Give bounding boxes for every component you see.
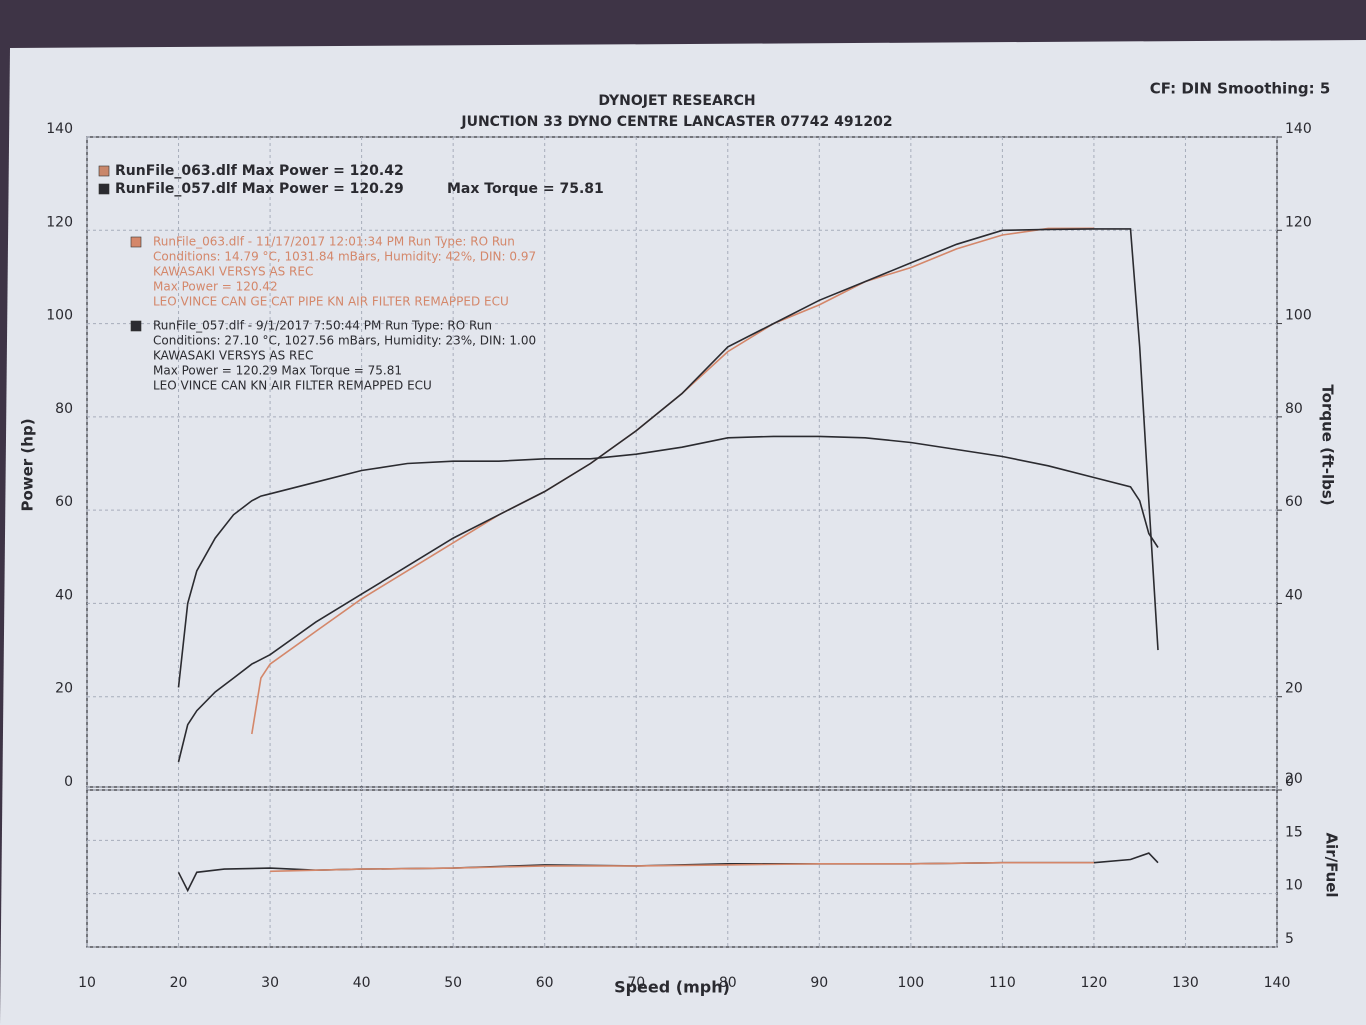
run-info-text: Max Power = 120.42	[153, 280, 278, 294]
run-info-text: RunFile_063.dlf - 11/17/2017 12:01:34 PM…	[153, 235, 515, 249]
paper	[0, 40, 1366, 1025]
x-tick-label: 70	[627, 975, 645, 991]
y2-tick-label: 10	[1285, 878, 1303, 894]
x-tick-label: 80	[719, 975, 737, 991]
x-tick-label: 100	[897, 975, 924, 991]
x-axis-label: Speed (mph)	[614, 978, 730, 997]
run-info-text: KAWASAKI VERSYS AS REC	[153, 349, 313, 363]
y2-tick-label: 60	[1285, 494, 1303, 510]
x-tick-label: 130	[1172, 975, 1199, 991]
y2-tick-label: 100	[1285, 308, 1312, 324]
run-info-text: KAWASAKI VERSYS AS REC	[153, 265, 313, 279]
y2-axis-label: Torque (ft-lbs)	[1319, 384, 1337, 505]
run-info-text: LEO VINCE CAN KN AIR FILTER REMAPPED ECU	[153, 379, 432, 393]
chart-title: DYNOJET RESEARCH	[598, 93, 755, 109]
y-tick-label: 120	[46, 214, 73, 230]
legend-swatch	[98, 183, 110, 195]
x-tick-label: 110	[989, 975, 1016, 991]
y2-tick-label: 80	[1285, 401, 1303, 417]
run-info-text: Conditions: 27.10 °C, 1027.56 mBars, Hum…	[153, 334, 536, 348]
y-tick-label: 140	[46, 121, 73, 137]
y-axis-label: Power (hp)	[19, 418, 37, 511]
annotation: CF: DIN Smoothing: 5	[1150, 80, 1331, 98]
y-tick-label: 20	[55, 681, 73, 697]
series-line	[177, 228, 1159, 763]
y2-tick-label: 15	[1285, 824, 1303, 840]
y-tick-label: 60	[55, 494, 73, 510]
run-info-text: RunFile_057.dlf - 9/1/2017 7:50:44 PM Ru…	[153, 319, 492, 333]
chart-subtitle: JUNCTION 33 DYNO CENTRE LANCASTER 07742 …	[460, 114, 892, 130]
y2-tick-label: 20	[1285, 681, 1303, 697]
y2-tick-label: 40	[1285, 587, 1303, 603]
y-tick-label: 100	[46, 308, 73, 324]
run-swatch	[130, 320, 142, 332]
y-tick-label: 40	[55, 587, 73, 603]
x-tick-label: 10	[78, 975, 96, 991]
legend-text: Max Torque = 75.81	[447, 181, 604, 197]
x-tick-label: 90	[810, 975, 828, 991]
x-tick-label: 40	[353, 975, 371, 991]
y2-tick-label: 120	[1285, 214, 1312, 230]
x-tick-label: 60	[536, 975, 554, 991]
y2-tick-label: 20	[1285, 771, 1303, 787]
legend-swatch	[98, 165, 110, 177]
x-tick-label: 120	[1081, 975, 1108, 991]
run-info-text: LEO VINCE CAN GE CAT PIPE KN AIR FILTER …	[153, 295, 509, 309]
y2-tick-label: 140	[1285, 121, 1312, 137]
y2-axis-label: Air/Fuel	[1323, 832, 1341, 897]
y2-tick-label: 0	[1285, 774, 1294, 790]
x-tick-label: 140	[1264, 975, 1291, 991]
y2-tick-label: 5	[1285, 931, 1294, 947]
legend-text: RunFile_063.dlf Max Power = 120.42	[115, 163, 404, 179]
y-tick-label: 0	[64, 774, 73, 790]
x-tick-label: 50	[444, 975, 462, 991]
run-swatch	[130, 236, 142, 248]
series-line	[177, 435, 1159, 688]
run-info-text: Max Power = 120.29 Max Torque = 75.81	[153, 364, 402, 378]
x-tick-label: 30	[261, 975, 279, 991]
y-tick-label: 80	[55, 401, 73, 417]
x-tick-label: 20	[170, 975, 188, 991]
legend-text: RunFile_057.dlf Max Power = 120.29	[115, 181, 404, 197]
series-line	[270, 861, 1094, 873]
run-info-text: Conditions: 14.79 °C, 1031.84 mBars, Hum…	[153, 250, 536, 264]
